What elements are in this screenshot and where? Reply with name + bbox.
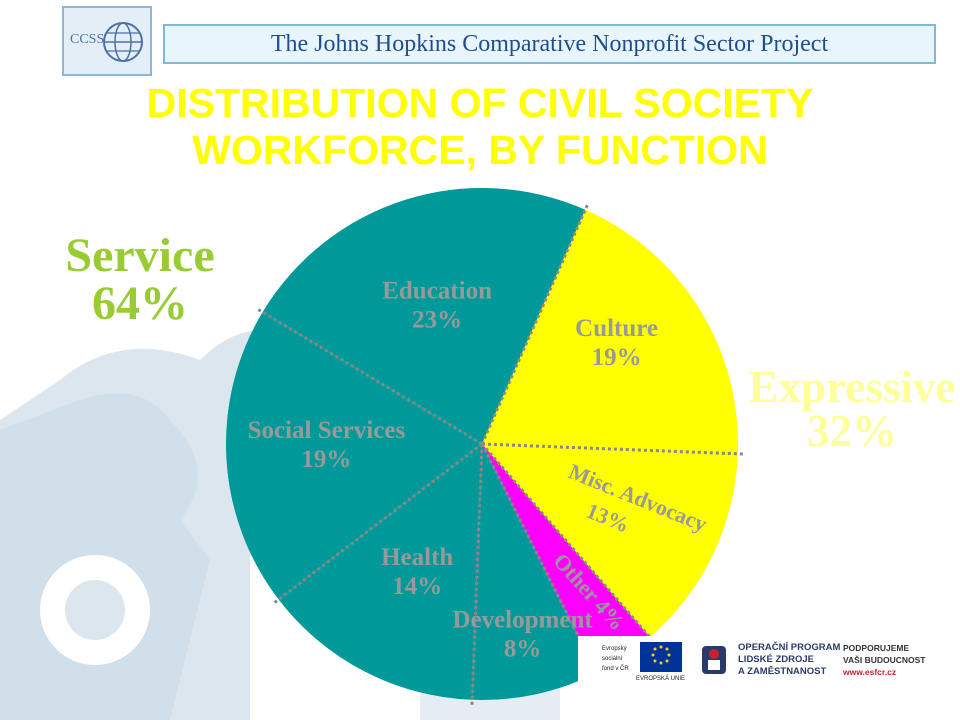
pie-slice-other xyxy=(482,444,650,673)
ccss-logo-text: CCSS xyxy=(70,32,105,47)
eu-flag-icon xyxy=(640,642,682,672)
group-expressive-value: 32% xyxy=(807,406,897,456)
slice-label-health: Health xyxy=(381,544,453,571)
op-line-1: OPERAČNÍ PROGRAM xyxy=(738,642,841,653)
slice-value-culture: 19% xyxy=(592,344,642,371)
pie-slice-misc-advocacy xyxy=(482,444,738,638)
slice-value-development: 8% xyxy=(504,636,542,663)
group-label-service: Service 64% xyxy=(40,232,240,328)
chart-title-line-2: WORKFORCE, BY FUNCTION xyxy=(192,127,768,173)
support-line-2: VAŠI BUDOUCNOST xyxy=(843,655,926,665)
website-link[interactable]: www.esfcr.cz xyxy=(843,667,897,677)
pie-slice-health xyxy=(278,444,482,700)
slice-divider xyxy=(470,443,484,706)
esf-logo: Evropský sociální fond v ČR xyxy=(578,644,634,680)
group-service-name: Service xyxy=(65,229,215,282)
op-program-text: OPERAČNÍ PROGRAM LIDSKÉ ZDROJE A ZAMĚSTN… xyxy=(738,642,840,678)
slice-divider xyxy=(480,203,590,445)
esf-text-3: fond v ČR xyxy=(602,666,629,672)
slice-value-social-services: 19% xyxy=(301,446,351,473)
esf-text-1: Evropský xyxy=(602,646,627,652)
support-text: PODPORUJEME VAŠI BUDOUCNOST www.esfcr.cz xyxy=(843,642,926,678)
group-service-value: 64% xyxy=(92,277,188,330)
group-label-expressive: Expressive 32% xyxy=(732,362,960,456)
footer-logos: Evropský sociální fond v ČR EVROPSKÁ UNI… xyxy=(578,636,960,688)
slice-value-education: 23% xyxy=(412,306,462,333)
support-line-1: PODPORUJEME xyxy=(843,643,910,653)
slice-value-health: 14% xyxy=(392,573,442,600)
pie-slice-culture xyxy=(482,209,738,454)
pie-slice-education xyxy=(262,187,586,444)
slice-label-culture: Culture xyxy=(575,315,658,342)
slice-label-social-services: Social Services xyxy=(248,417,406,444)
group-expressive-name: Expressive xyxy=(748,362,956,412)
slice-divider xyxy=(480,443,656,643)
project-name: The Johns Hopkins Comparative Nonprofit … xyxy=(270,31,829,57)
slice-divider xyxy=(272,442,483,605)
chart-title-line-1: DISTRIBUTION OF CIVIL SOCIETY xyxy=(146,80,814,126)
ccss-logo: CCSS xyxy=(62,6,152,76)
pie-slice-development xyxy=(472,444,597,700)
chart-title: DISTRIBUTION OF CIVIL SOCIETY WORKFORCE,… xyxy=(40,80,920,174)
globe-icon xyxy=(103,22,143,62)
op-line-3: A ZAMĚSTNANOST xyxy=(738,666,827,677)
op-person-icon xyxy=(702,646,726,674)
slice-divider xyxy=(256,307,483,446)
pie-slice-social-services xyxy=(226,312,482,600)
slice-divider xyxy=(481,442,744,456)
slice-label-development: Development xyxy=(452,607,593,634)
op-line-2: LIDSKÉ ZDROJE xyxy=(738,654,815,665)
esf-text-2: sociální xyxy=(602,656,623,662)
slice-label-education: Education xyxy=(382,277,492,304)
eu-union-text: EVROPSKÁ UNIE xyxy=(636,676,686,682)
project-header: The Johns Hopkins Comparative Nonprofit … xyxy=(163,24,936,64)
